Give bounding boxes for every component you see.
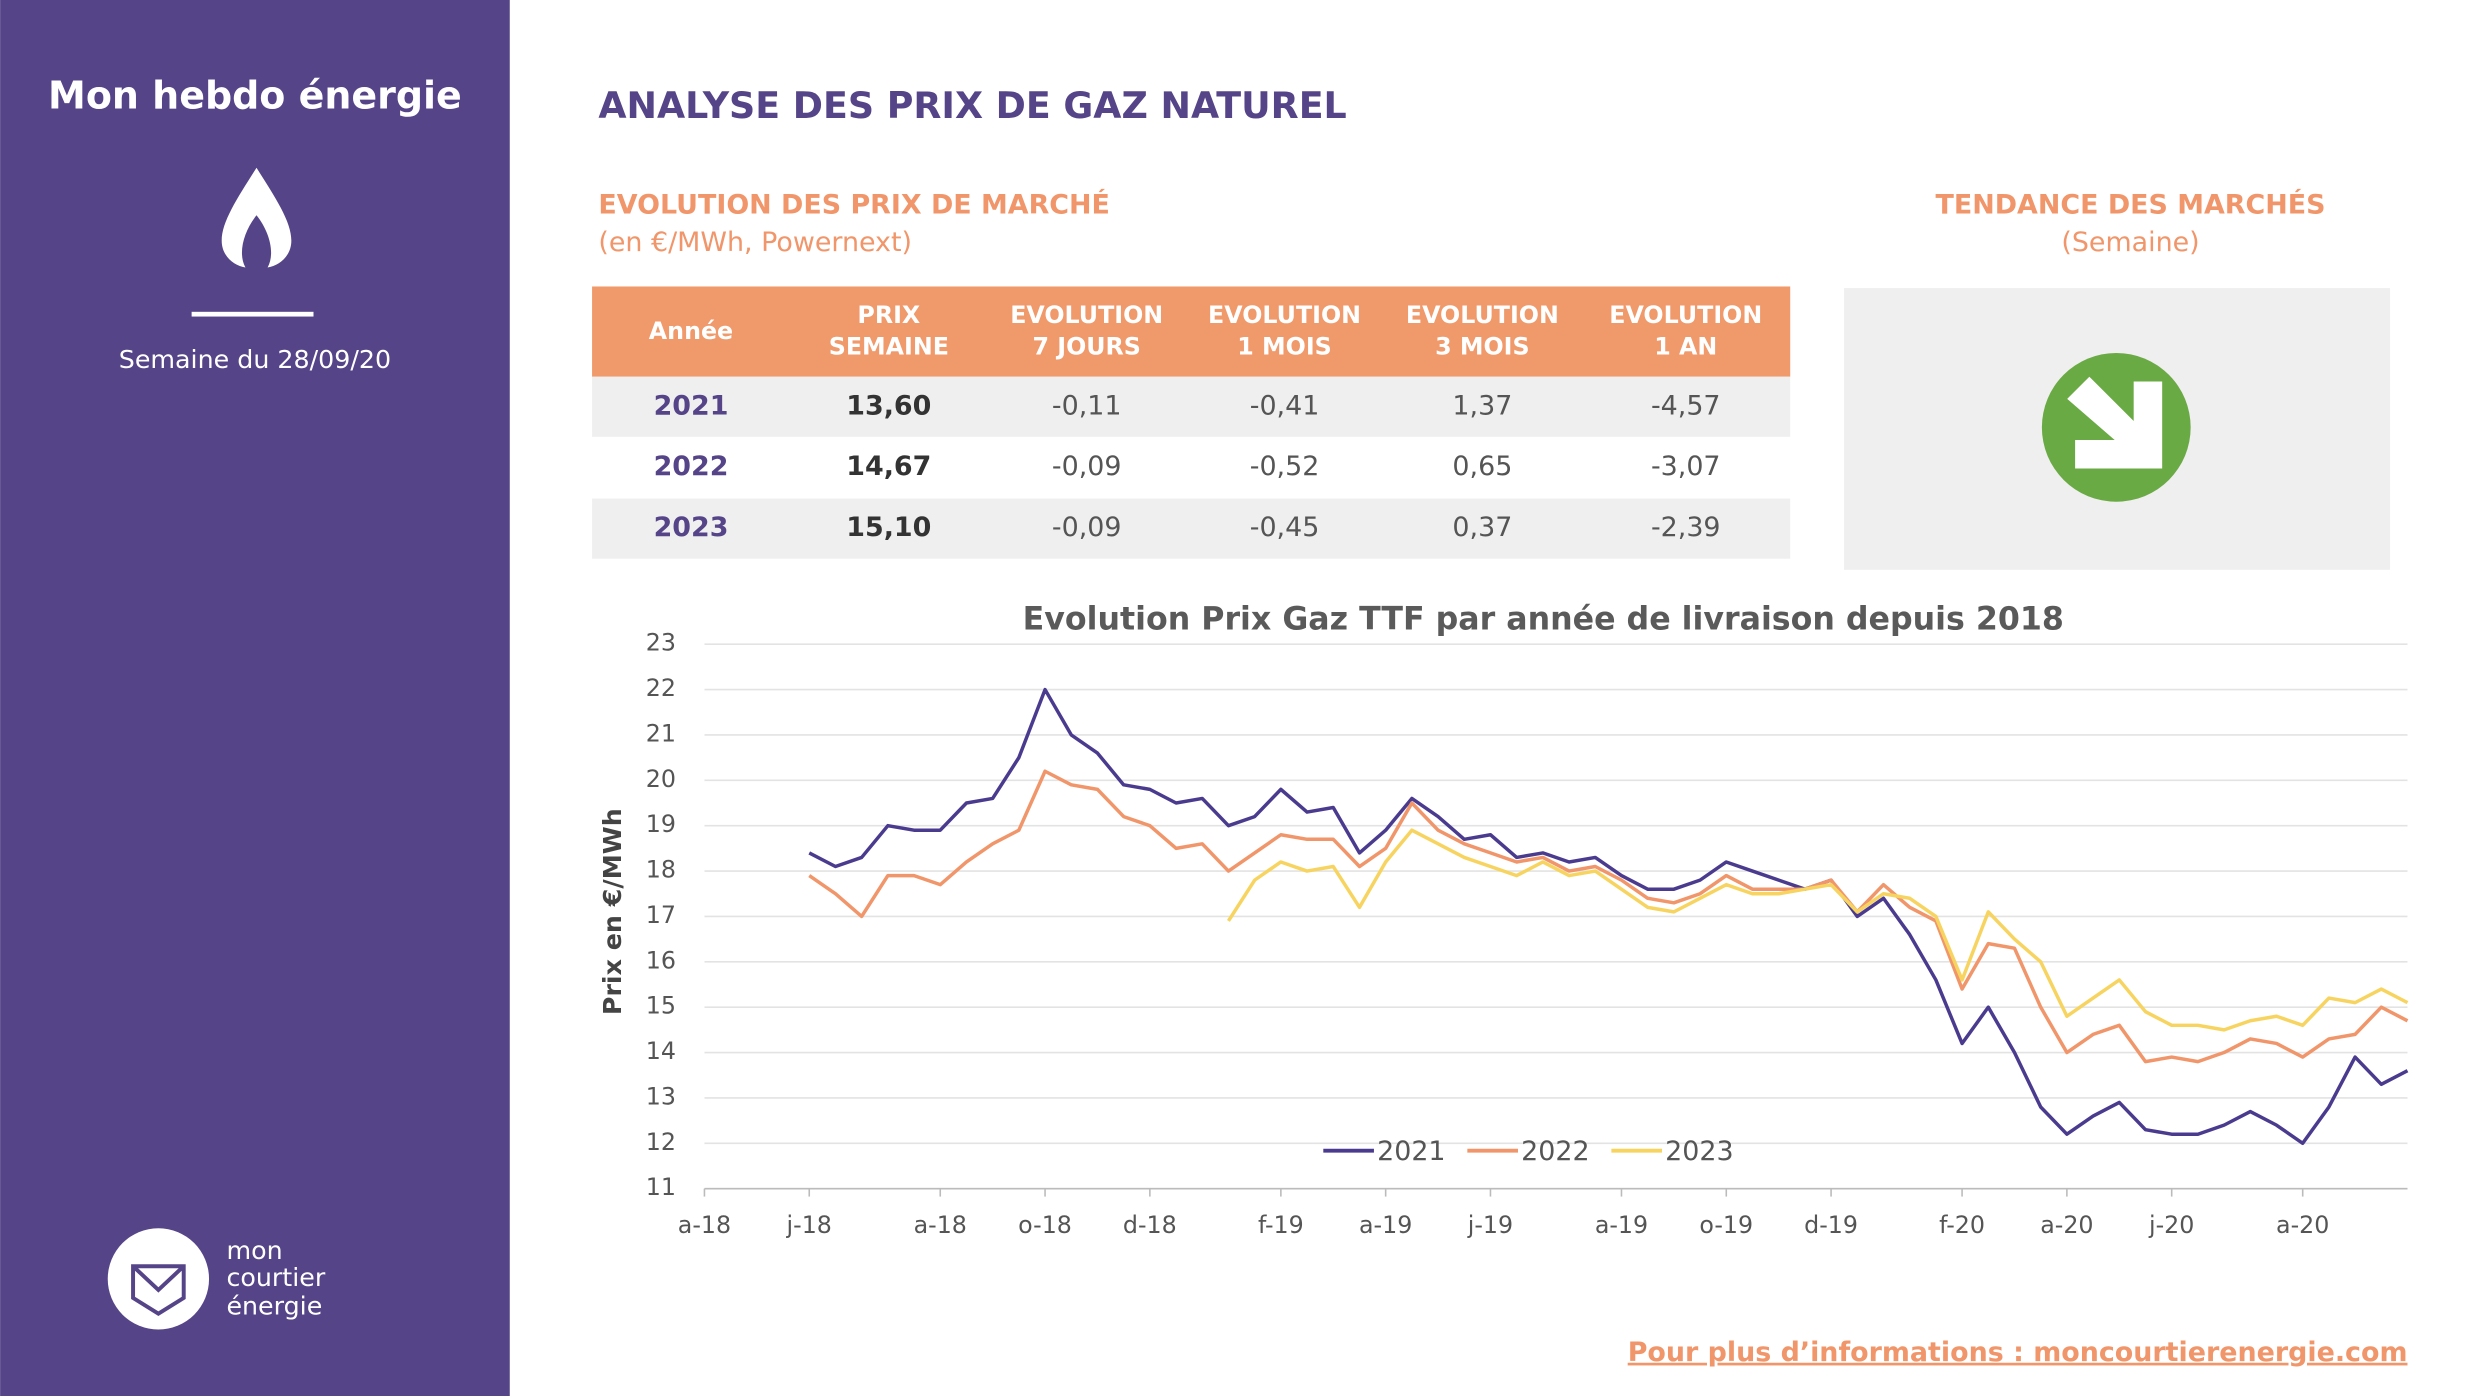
table-cell: 13,60	[846, 390, 931, 421]
column-header: EVOLUTION	[1208, 301, 1361, 329]
column-header: 7 JOURS	[1032, 333, 1140, 361]
table-cell: -0,09	[1052, 512, 1122, 543]
y-tick-label: 12	[646, 1128, 676, 1156]
logo-text: courtier	[226, 1262, 325, 1292]
legend-label: 2021	[1377, 1136, 1445, 1167]
y-tick-label: 23	[646, 629, 676, 657]
column-header: EVOLUTION	[1609, 301, 1762, 329]
y-axis-label: Prix en €/MWh	[597, 808, 627, 1015]
table-cell: -0,11	[1052, 390, 1122, 421]
section-subtitle: (Semaine)	[2061, 227, 2199, 258]
table-cell: -4,57	[1651, 390, 1721, 421]
y-tick-label: 19	[646, 810, 676, 838]
x-tick-label: f-19	[1258, 1211, 1304, 1239]
x-tick-label: o-19	[1699, 1211, 1753, 1239]
x-tick-label: a-20	[2276, 1211, 2329, 1239]
x-tick-label: a-18	[678, 1211, 731, 1239]
table-header	[592, 286, 1791, 377]
x-tick-label: d-18	[1123, 1211, 1177, 1239]
y-tick-label: 13	[646, 1082, 676, 1110]
logo-circle	[107, 1228, 210, 1330]
flame-icon	[221, 167, 292, 268]
x-tick-label: f-20	[1939, 1211, 1985, 1239]
divider	[191, 311, 314, 317]
week-label: Semaine du 28/09/20	[119, 344, 391, 374]
x-tick-label: a-19	[1359, 1211, 1412, 1239]
section-title: EVOLUTION DES PRIX DE MARCHÉ	[598, 188, 1110, 220]
table-cell: -0,52	[1250, 451, 1320, 482]
chart: Evolution Prix Gaz TTF par année de livr…	[597, 601, 2409, 1239]
column-header: EVOLUTION	[1406, 301, 1559, 329]
table-cell: 2022	[654, 451, 729, 482]
chart-title: Evolution Prix Gaz TTF par année de livr…	[1023, 601, 2064, 637]
table-cell: -0,09	[1052, 451, 1122, 482]
sidebar	[0, 0, 510, 1396]
brand-title: Mon hebdo énergie	[48, 74, 462, 118]
series-line	[1226, 828, 2409, 1032]
section-title: TENDANCE DES MARCHÉS	[1936, 188, 2326, 220]
column-header: 1 AN	[1654, 333, 1717, 361]
y-tick-label: 20	[646, 765, 676, 793]
column-header: Année	[649, 317, 733, 345]
section-subtitle: (en €/MWh, Powernext)	[598, 227, 912, 258]
logo-text: mon	[226, 1235, 282, 1265]
table-cell: 15,10	[846, 512, 931, 543]
legend-label: 2023	[1665, 1136, 1733, 1167]
footer-link[interactable]: Pour plus d’informations : moncourtieren…	[1628, 1337, 2408, 1368]
column-header: EVOLUTION	[1010, 301, 1163, 329]
x-tick-label: d-19	[1804, 1211, 1858, 1239]
legend-label: 2022	[1521, 1136, 1589, 1167]
table-cell: 0,37	[1452, 512, 1512, 543]
table-cell: -2,39	[1651, 512, 1721, 543]
column-header: 3 MOIS	[1435, 333, 1529, 361]
y-tick-label: 15	[646, 992, 676, 1020]
table-cell: -0,45	[1250, 512, 1320, 543]
y-tick-label: 17	[646, 901, 676, 929]
column-header: 1 MOIS	[1237, 333, 1331, 361]
y-tick-label: 11	[646, 1173, 676, 1201]
table-cell: 2023	[654, 512, 729, 543]
y-tick-label: 21	[646, 719, 676, 747]
table-cell: 0,65	[1452, 451, 1512, 482]
x-tick-label: a-18	[914, 1211, 967, 1239]
table-cell: -3,07	[1651, 451, 1721, 482]
table-cell: 2021	[654, 390, 729, 421]
table-cell: 14,67	[846, 451, 931, 482]
logo-icon	[131, 1264, 186, 1317]
y-tick-label: 16	[646, 946, 676, 974]
x-tick-label: j-20	[2148, 1211, 2194, 1239]
x-tick-label: j-18	[786, 1211, 832, 1239]
series-line	[808, 769, 2409, 1064]
series-line	[808, 687, 2409, 1146]
column-header: PRIX	[857, 301, 920, 329]
x-tick-label: a-19	[1595, 1211, 1648, 1239]
table-row-bg	[592, 376, 1791, 437]
page-title: ANALYSE DES PRIX DE GAZ NATUREL	[598, 84, 1346, 127]
price-table: Année PRIX SEMAINE EVOLUTION 7 JOURS EVOLUTIO…	[592, 286, 1791, 559]
y-tick-label: 18	[646, 856, 676, 884]
table-cell: -0,41	[1250, 390, 1320, 421]
x-tick-label: j-19	[1467, 1211, 1513, 1239]
trend-arrow	[2067, 376, 2163, 469]
x-tick-label: a-20	[2040, 1211, 2093, 1239]
table-cell: 1,37	[1452, 390, 1512, 421]
table-row-bg	[592, 498, 1791, 559]
logo-text: énergie	[226, 1290, 322, 1320]
x-tick-label: o-18	[1018, 1211, 1072, 1239]
y-tick-label: 14	[646, 1037, 676, 1065]
column-header: SEMAINE	[829, 333, 949, 361]
y-tick-label: 22	[646, 674, 676, 702]
